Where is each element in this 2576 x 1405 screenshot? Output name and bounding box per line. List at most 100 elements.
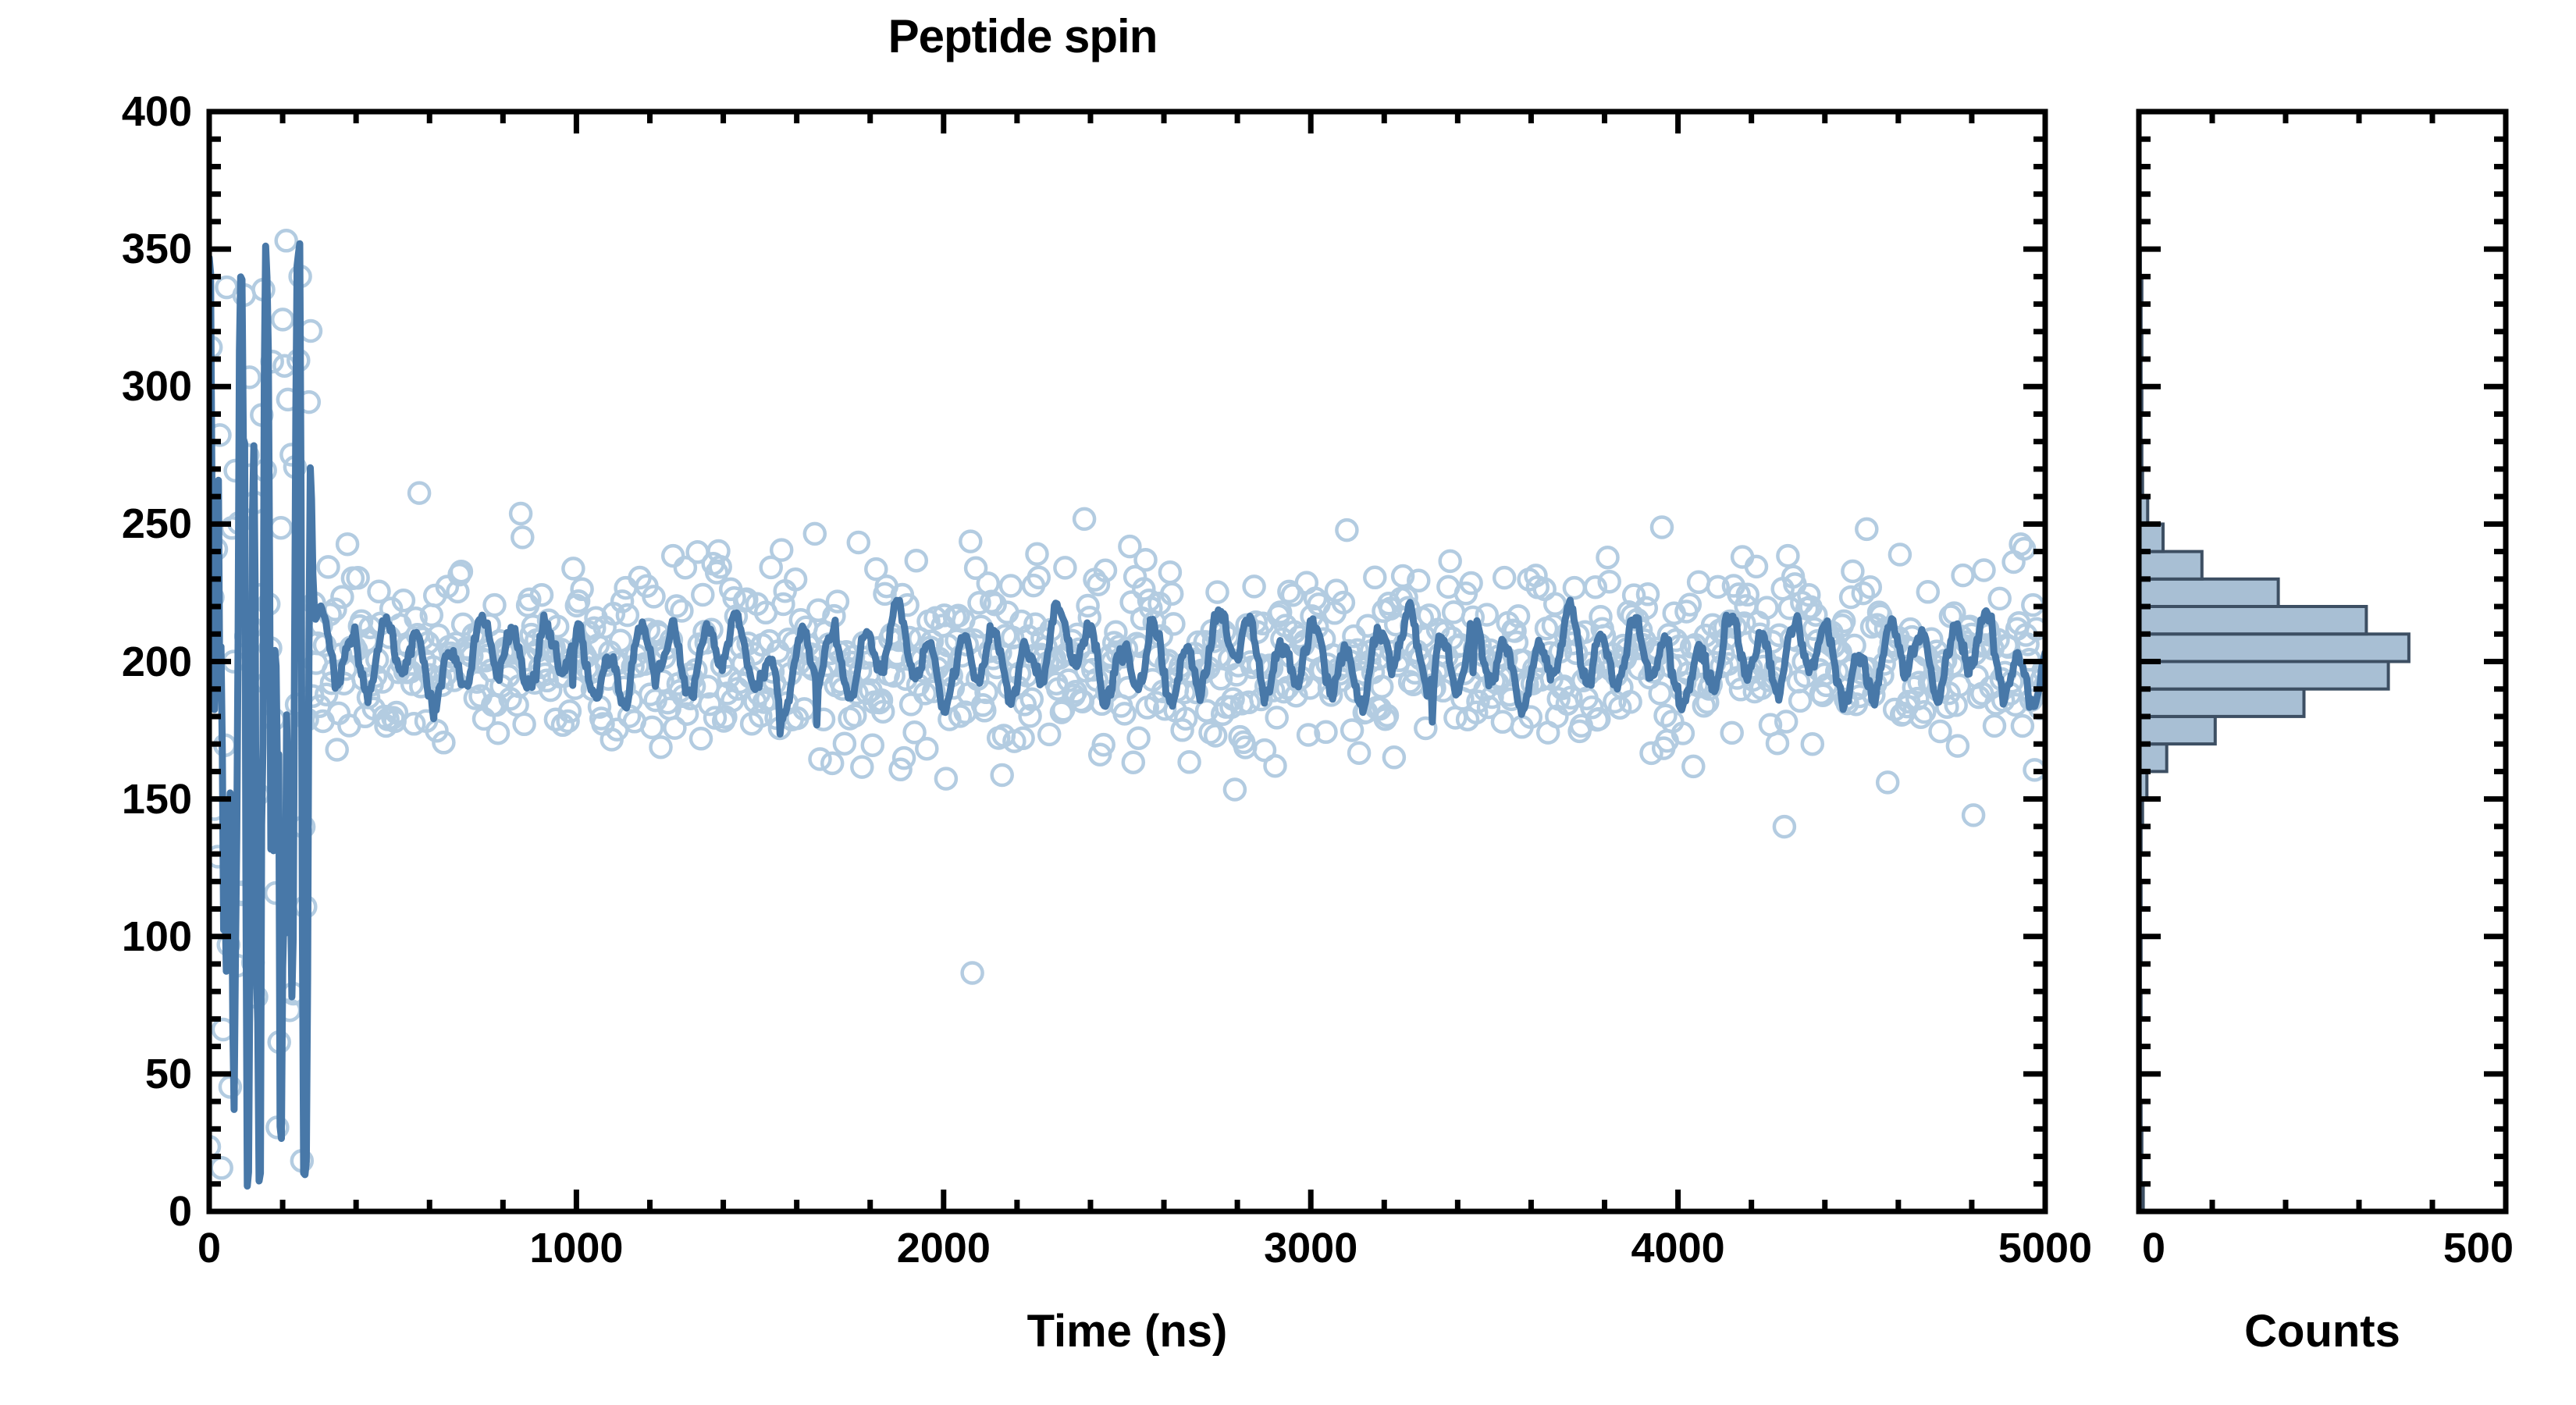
scatter-point [1242, 574, 1266, 599]
scatter-point [209, 1134, 222, 1159]
running-average-line [209, 240, 2045, 1190]
scatter-point [825, 589, 850, 614]
scatter-point [314, 682, 339, 706]
scatter-point [902, 720, 927, 745]
scatter-point [1972, 558, 1996, 582]
scatter-point [209, 1156, 233, 1180]
scatter-point [1875, 770, 1900, 795]
scatter-point [1375, 703, 1400, 728]
scatter-point [1720, 720, 1744, 745]
x-tick-label: 2000 [896, 1225, 991, 1272]
scatter-point [1296, 723, 1321, 747]
scatter-point [664, 594, 688, 618]
histogram-x-axis-label: Counts [2244, 1306, 2400, 1357]
scatter-point [1797, 582, 1821, 607]
scatter-point [1475, 603, 1500, 627]
scatter-point [1126, 726, 1151, 750]
scatter-point [769, 538, 794, 562]
histogram-bar [2139, 742, 2169, 774]
scatter-point [915, 736, 939, 761]
scatter-point [1634, 596, 1659, 621]
x-tick-label: 3000 [1264, 1225, 1358, 1272]
scatter-point [1112, 702, 1137, 726]
y-tick-label: 100 [121, 912, 192, 960]
scatter-point [1735, 582, 1760, 607]
scatter-point [1441, 600, 1466, 624]
scatter-point [404, 606, 428, 631]
scatter-point [1464, 700, 1489, 725]
scatter-point [898, 692, 923, 717]
scatter-point [367, 579, 391, 604]
scatter-point [1162, 612, 1186, 636]
y-tick-label: 250 [121, 500, 192, 548]
scatter-point [1222, 777, 1247, 802]
scatter-point [391, 589, 416, 613]
scatter-point [274, 229, 298, 253]
hist-x-tick-label: 500 [2443, 1225, 2514, 1272]
scatter-point [674, 702, 699, 726]
scatter-point [869, 688, 894, 713]
scatter-point [1459, 571, 1483, 596]
scatter-point [1580, 695, 1604, 720]
scatter-point [1133, 547, 1158, 572]
scatter-point [843, 703, 867, 728]
scatter-point [1928, 719, 1952, 744]
scatter-point [1263, 753, 1287, 778]
scatter-point [1382, 745, 1407, 770]
scatter-point [1252, 738, 1277, 763]
scatter-point [946, 603, 970, 628]
scatter-point [864, 557, 888, 582]
scatter-point [2033, 673, 2045, 698]
scatter-point [1635, 582, 1660, 606]
y-tick-label: 0 [168, 1188, 192, 1235]
scatter-point [1072, 507, 1097, 532]
scatter-point [649, 735, 673, 759]
scatter-point [550, 713, 575, 738]
scatter-point [808, 747, 832, 771]
scatter-point [1019, 687, 1044, 712]
scatter-point [1597, 569, 1621, 594]
scatter-point [1093, 558, 1118, 583]
y-tick-label: 400 [121, 88, 192, 135]
scatter-point [1086, 572, 1111, 596]
scatter-point [802, 521, 827, 546]
scatter-point [688, 727, 713, 751]
scatter-point [2008, 532, 2033, 557]
scatter-point [1506, 604, 1531, 628]
scatter-point [269, 515, 294, 540]
scatter-point [820, 751, 845, 776]
scatter-point [1851, 581, 1876, 606]
scatter-point [1838, 585, 1863, 610]
scatter-point [1076, 593, 1100, 618]
scatter-point [335, 532, 360, 557]
scatter-point [1744, 554, 1769, 579]
x-tick-label: 1000 [529, 1225, 624, 1272]
scatter-point [698, 692, 722, 717]
scatter-point [1686, 570, 1711, 595]
scatter-point [1670, 721, 1695, 745]
scatter-point [1018, 704, 1042, 728]
scatter-point [722, 586, 746, 610]
scatter-point [1765, 731, 1790, 756]
scatter-point [1603, 689, 1627, 714]
scatter-point [1023, 612, 1048, 637]
scatter-point [1774, 710, 1799, 734]
scatter-point [759, 555, 783, 580]
histogram-bars [2139, 219, 2411, 1211]
scatter-point [948, 704, 973, 728]
scatter-point [1492, 565, 1517, 590]
scatter-point [1369, 674, 1394, 699]
scatter-point [904, 548, 929, 573]
scatter-point [771, 592, 795, 617]
scatter-point [1118, 534, 1142, 559]
scatter-point [1340, 718, 1364, 742]
scatter-point [529, 582, 554, 607]
scatter-point [482, 592, 507, 617]
scatter-point [432, 731, 456, 755]
scatter-point [1363, 565, 1387, 590]
scatter-point [990, 763, 1014, 788]
scatter-point [1788, 688, 1813, 713]
scatter-point [1158, 560, 1183, 585]
scatter-point [860, 733, 885, 757]
